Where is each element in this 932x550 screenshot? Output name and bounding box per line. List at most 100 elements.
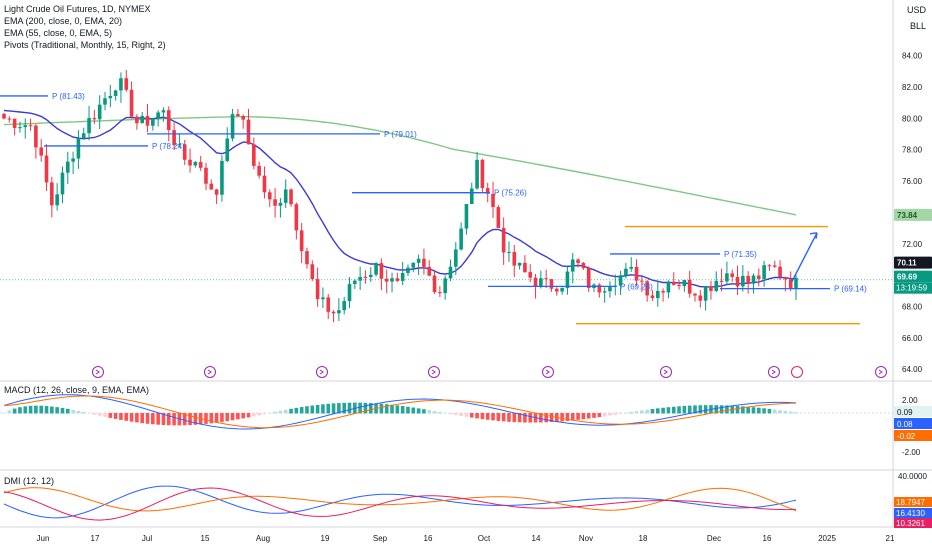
candle-body (741, 275, 745, 287)
time-tick: Jul (142, 534, 152, 543)
macd-histogram-bar (230, 413, 235, 421)
event-marker-icon (316, 366, 328, 378)
price-tick: 64.00 (902, 365, 923, 374)
candle-body (560, 287, 564, 292)
macd-histogram-bar (480, 413, 485, 420)
candle-body (539, 278, 543, 287)
macd-histogram-bar (379, 403, 384, 414)
unit-label[interactable]: BLL (909, 21, 926, 31)
legend-ema55[interactable]: EMA (55, close, 0, EMA, 5) (4, 28, 112, 38)
legend-ema200[interactable]: EMA (200, close, 0, EMA, 20) (4, 16, 122, 26)
candle-body (496, 207, 501, 228)
event-marker-icon (768, 366, 780, 378)
macd-histogram-bar (331, 403, 336, 414)
macd-histogram-bar (634, 411, 639, 414)
currency-label[interactable]: USD (906, 5, 926, 15)
countdown-label: 13:19:59 (896, 284, 928, 293)
macd-histogram-bar (427, 410, 432, 414)
candle-body (443, 278, 447, 294)
macd-histogram-bar (87, 412, 91, 414)
macd-histogram-bar (406, 406, 410, 414)
price-tick: 84.00 (902, 52, 923, 61)
candle-body (709, 286, 713, 291)
candle-body (528, 272, 533, 278)
candle-body (145, 116, 150, 126)
candle-body (140, 116, 145, 124)
event-marker-icon (92, 366, 104, 378)
macd-histogram-bar (294, 407, 299, 414)
macd-value-bg (894, 430, 932, 441)
macd-histogram-bar (172, 413, 176, 426)
candle-body (204, 167, 208, 184)
macd-histogram-bar (624, 412, 628, 414)
last-price-label: 69.69 (897, 273, 918, 282)
event-markers[interactable] (92, 366, 887, 378)
macd-histogram-bar (71, 409, 75, 414)
candle-body (55, 194, 59, 206)
macd-histogram-bar (581, 413, 586, 420)
macd-histogram-bar (560, 413, 564, 422)
candle-body (671, 281, 676, 285)
candle-body (783, 276, 788, 280)
time-axis[interactable]: Jun 17 Jul 15 Aug 19 Sep 16 Oct 14 Nov 18 Dec 16 2025 2… (37, 534, 895, 543)
macd-histogram-bar (7, 410, 12, 414)
legend-dmi[interactable]: DMI (12, 12) (4, 476, 54, 486)
candle-body (193, 162, 198, 166)
time-tick: 15 (201, 534, 210, 543)
time-tick: 16 (763, 534, 772, 543)
candle-body (618, 275, 623, 286)
candle-body (549, 279, 554, 289)
macd-histogram-bar (464, 413, 469, 417)
candle-body (113, 90, 118, 96)
macd-histogram-bar (751, 407, 756, 414)
pivot-label: P (78.24) (152, 142, 185, 151)
macd-value-bg (894, 406, 932, 417)
macd-histogram-bar (677, 406, 681, 414)
dmi-tick: 40.0000 (898, 472, 927, 481)
candle-body (188, 159, 192, 166)
macd-histogram-bar (592, 413, 596, 418)
candle-body (347, 284, 352, 302)
macd-histogram-bar (23, 406, 28, 414)
candle-body (693, 293, 697, 296)
macd-histogram-bar (469, 413, 474, 418)
macd-histogram-bar (565, 413, 570, 421)
candle-body (714, 280, 719, 291)
macd-histogram-bar (570, 413, 575, 421)
event-marker-arrow (431, 369, 436, 375)
macd-histogram-bar (443, 412, 447, 414)
macd-histogram-bar (384, 404, 389, 414)
dmi-value-bg (894, 497, 932, 507)
macd-histogram-bar (459, 413, 463, 416)
macd-histogram-bar (161, 413, 166, 426)
macd-pane: 2.00 -2.00 0.09 0.08 -0.02 (0, 394, 932, 457)
macd-histogram-bar (783, 410, 788, 414)
time-tick: Jun (37, 534, 50, 543)
macd-value-label: -0.02 (897, 432, 916, 441)
grid (0, 0, 932, 528)
macd-histogram-bar (305, 406, 309, 414)
candle-body (299, 230, 304, 252)
candle-body (454, 249, 458, 267)
macd-histogram-bar (151, 413, 155, 425)
candle-body (475, 159, 479, 189)
candle-body (337, 310, 341, 314)
candle-body (283, 189, 288, 203)
macd-histogram-bar (363, 402, 368, 414)
legend-pivots[interactable]: Pivots (Traditional, Monthly, 15, Right,… (4, 40, 166, 50)
candle-body (214, 189, 219, 195)
macd-histogram-bar (698, 405, 703, 414)
macd-histogram-bar (60, 407, 65, 414)
candle-body (44, 155, 49, 183)
candle-body (395, 278, 400, 281)
arrow-line (791, 232, 818, 282)
candle-body (246, 119, 251, 145)
time-tick: Dec (707, 534, 721, 543)
candle-body (416, 258, 421, 263)
candle-body (655, 290, 660, 299)
candle-body (65, 161, 70, 173)
legend-macd[interactable]: MACD (12, 26, close, 9, EMA, EMA) (4, 385, 149, 395)
macd-histogram-bar (50, 406, 54, 414)
time-tick: 19 (321, 534, 330, 543)
candle-body (220, 160, 224, 195)
